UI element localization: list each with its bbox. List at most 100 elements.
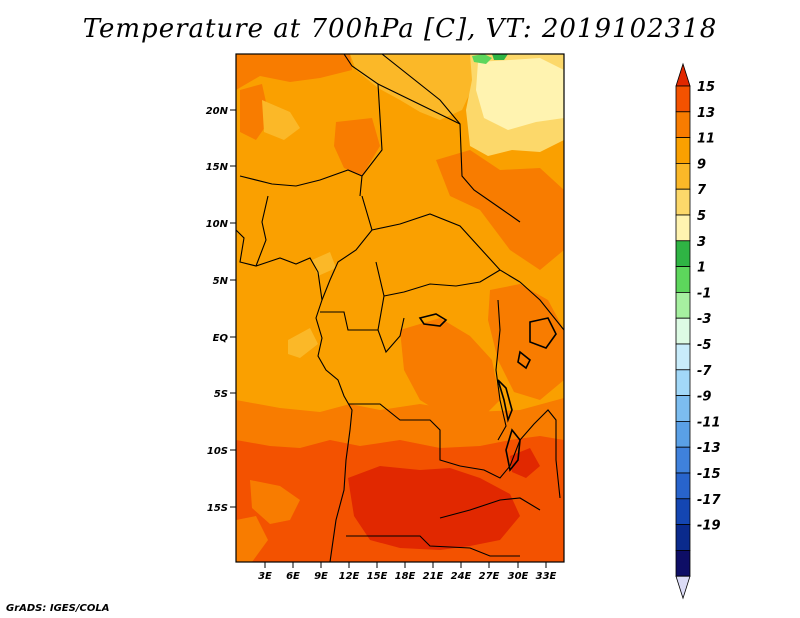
lon-label-12e: 12E bbox=[339, 571, 360, 582]
colorbar-label: -13 bbox=[697, 441, 721, 456]
lat-label-15n: 15N bbox=[206, 162, 229, 173]
colorbar-label: 15 bbox=[697, 80, 715, 95]
colorbar-label: -5 bbox=[697, 338, 711, 353]
colorbar-swatch bbox=[675, 214, 691, 242]
lon-label-30e: 30E bbox=[508, 571, 529, 582]
field-patch-ne-3-5 bbox=[476, 58, 564, 130]
field-patch-ne-green-2 bbox=[492, 54, 508, 60]
border-angola-namibia bbox=[346, 535, 520, 557]
border-zambia-tanzania bbox=[459, 409, 561, 499]
border-nigeria-cameroon bbox=[321, 195, 373, 301]
colorbar-label: 11 bbox=[697, 132, 715, 147]
colorbar-label: -17 bbox=[697, 493, 721, 508]
colorbar-label: -19 bbox=[697, 519, 721, 534]
lon-label-6e: 6E bbox=[286, 571, 300, 582]
lat-label-5n: 5N bbox=[213, 276, 229, 287]
field-patch-angola-zambia-hot bbox=[348, 466, 520, 550]
colorbar-triangle-top bbox=[675, 62, 691, 87]
colorbar-swatch bbox=[675, 369, 691, 396]
colorbar-label: 13 bbox=[697, 106, 715, 121]
map-frame bbox=[235, 53, 565, 563]
field-patch-congo-warm bbox=[400, 318, 500, 420]
colorbar: 15 13 11 9 7 5 3 1 -1 -3 -5 -7 -9 -11 -13 -15 -17 -19 bbox=[675, 62, 721, 600]
colorbar-swatch bbox=[675, 472, 691, 500]
colorbar-swatch bbox=[675, 266, 691, 293]
lon-label-24e: 24E bbox=[451, 571, 472, 582]
colorbar-label: 1 bbox=[697, 261, 706, 276]
colorbar-label: 3 bbox=[697, 235, 706, 250]
field-patch-lakes-warm bbox=[488, 284, 564, 400]
colorbar-swatch bbox=[675, 498, 691, 525]
lon-label-9e: 9E bbox=[314, 571, 328, 582]
border-niger-nigeria bbox=[239, 169, 363, 187]
border-drc-east bbox=[495, 299, 507, 441]
colorbar-label: 5 bbox=[697, 209, 706, 224]
colorbar-label: 7 bbox=[697, 183, 707, 198]
field-patch-sudan-warm bbox=[436, 150, 564, 270]
colorbar-triangle-bottom bbox=[675, 575, 691, 600]
field-patch-nw-warm bbox=[240, 84, 270, 140]
colorbar-swatch bbox=[675, 240, 691, 268]
colorbar-swatch bbox=[675, 420, 691, 448]
lon-label-18e: 18E bbox=[395, 571, 416, 582]
field-patch-malawi-hot bbox=[510, 448, 540, 478]
lon-label-21e: 21E bbox=[423, 571, 444, 582]
field-patch-sw-coast bbox=[236, 516, 268, 562]
border-drc-angola bbox=[348, 403, 461, 467]
colorbar-swatch bbox=[675, 162, 691, 190]
colorbar-swatch bbox=[675, 317, 691, 345]
lon-axis: 3E 6E 9E 12E 15E 18E 21E 24E 27E 30E 33E bbox=[258, 562, 557, 582]
colorbar-swatch bbox=[675, 111, 691, 139]
field-patch-gabon-cool bbox=[288, 328, 318, 358]
lake-kivu bbox=[517, 350, 532, 370]
border-uganda-kenya bbox=[519, 281, 564, 331]
river-congo-1 bbox=[418, 313, 448, 327]
colorbar-swatch bbox=[675, 85, 691, 113]
coastline-atlantic bbox=[236, 229, 353, 562]
lon-label-27e: 27E bbox=[479, 571, 500, 582]
country-borders bbox=[236, 54, 564, 562]
lat-label-5s: 5S bbox=[214, 389, 228, 400]
colorbar-swatch bbox=[675, 550, 691, 577]
colorbar-swatch bbox=[675, 395, 691, 422]
field-patch-sahara-cool bbox=[350, 54, 476, 120]
field-patch-sw-cooler bbox=[250, 480, 300, 524]
field-patch-chad-warm bbox=[334, 118, 380, 176]
colorbar-label: -7 bbox=[697, 364, 712, 379]
lat-label-10s: 10S bbox=[207, 446, 228, 457]
lat-label-eq: EQ bbox=[213, 333, 229, 344]
lat-label-15s: 15S bbox=[207, 503, 228, 514]
colorbar-label: -1 bbox=[697, 286, 711, 301]
field-patch-nw-cool bbox=[262, 100, 300, 140]
lakes bbox=[418, 313, 557, 472]
map-title: Temperature at 700hPa [C], VT: 201910231… bbox=[82, 14, 718, 44]
border-zambia-zimbabwe bbox=[439, 497, 541, 519]
grads-credit: GrADS: IGES/COLA bbox=[6, 603, 110, 614]
border-chad-sudan bbox=[377, 83, 521, 223]
lat-label-20n: 20N bbox=[206, 106, 229, 117]
lat-axis: 20N 15N 10N 5N EQ 5S 10S 15S bbox=[206, 106, 236, 514]
colorbar-label: -3 bbox=[697, 312, 711, 327]
lon-label-15e: 15E bbox=[367, 571, 388, 582]
colorbar-swatch bbox=[675, 188, 691, 216]
colorbar-swatch bbox=[675, 343, 691, 371]
colorbar-label: -9 bbox=[697, 390, 711, 405]
lake-tanganyika bbox=[497, 379, 513, 423]
border-gabon-congo bbox=[320, 295, 385, 331]
lon-label-33e: 33E bbox=[536, 571, 557, 582]
colorbar-swatch bbox=[675, 291, 691, 319]
temperature-field bbox=[236, 54, 564, 562]
border-niger-chad bbox=[343, 54, 383, 197]
colorbar-swatch bbox=[675, 524, 691, 551]
border-benin-nigeria bbox=[255, 195, 269, 267]
border-congo-drc bbox=[377, 317, 405, 354]
colorbar-label: -11 bbox=[697, 415, 721, 430]
field-patch-north-warm bbox=[236, 54, 352, 90]
colorbar-label: 9 bbox=[697, 157, 706, 172]
colorbar-swatch bbox=[675, 137, 691, 164]
lake-victoria bbox=[529, 317, 557, 349]
field-patch-ne-green bbox=[472, 54, 492, 64]
border-libya bbox=[381, 54, 461, 125]
colorbar-swatch bbox=[675, 446, 691, 474]
